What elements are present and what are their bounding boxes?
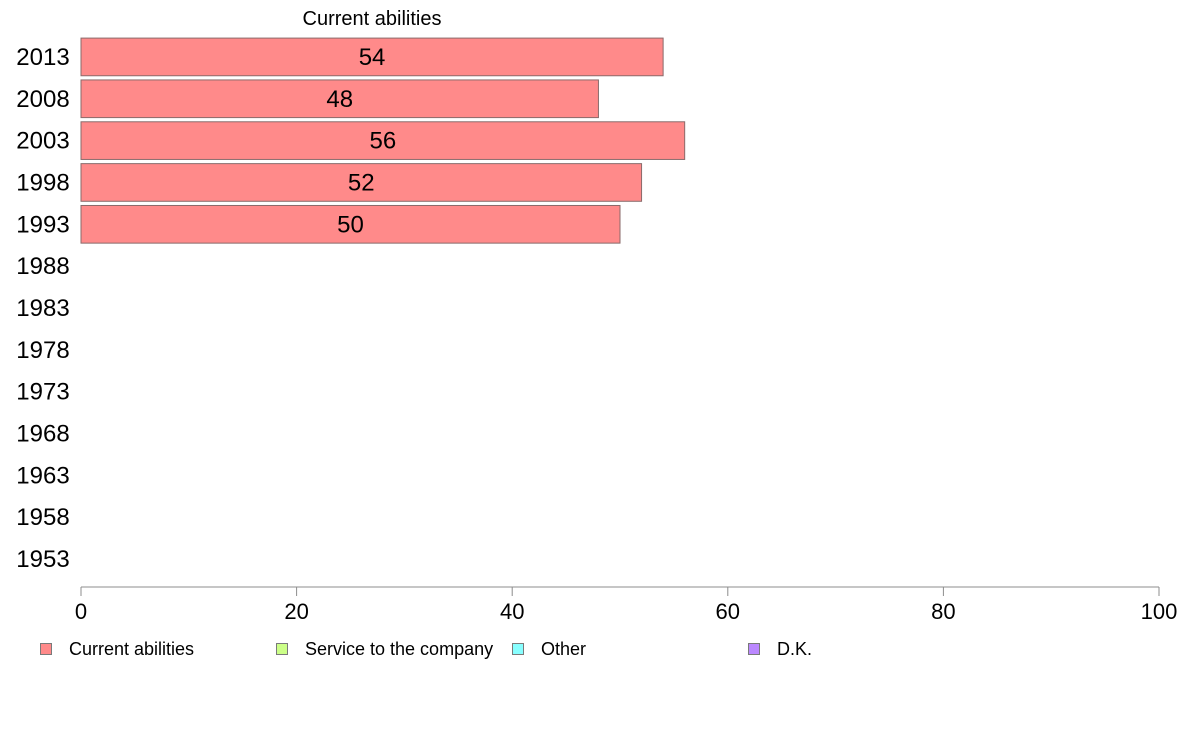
y-tick-label-1983: 1983: [16, 295, 69, 322]
bar-1993: [80, 204, 621, 244]
data-label-2008: 48: [326, 86, 353, 113]
x-axis: 0 20 40 60 80 100: [75, 586, 1178, 624]
data-label-1993: 50: [337, 211, 364, 238]
y-tick-label-1973: 1973: [16, 379, 69, 406]
y-tick-label-1953: 1953: [16, 546, 69, 573]
data-label-2013: 54: [359, 44, 386, 71]
legend-item-dk: D.K.: [748, 638, 812, 660]
legend-label-current-abilities: Current abilities: [69, 639, 195, 659]
legend-swatch-service-to-the-company: [276, 643, 288, 655]
x-tick-label-20: 20: [284, 599, 308, 624]
chart-title: Current abilities: [303, 8, 442, 30]
data-label-1998: 52: [348, 169, 375, 196]
legend-item-current-abilities: Current abilities: [40, 638, 194, 660]
bar-2013: [80, 37, 664, 77]
legend: Current abilities Service to the company…: [0, 638, 1188, 662]
y-tick-label-1958: 1958: [16, 504, 69, 531]
y-tick-label-1968: 1968: [16, 421, 69, 448]
legend-label-service-to-the-company: Service to the company: [305, 639, 494, 659]
x-tick-label-60: 60: [716, 599, 740, 624]
x-tick-label-40: 40: [500, 599, 524, 624]
bar-chart: Current abilities 2013 2008 2003 1998 1993 19…: [16, 8, 1178, 624]
legend-item-service-to-the-company: Service to the company: [276, 638, 493, 660]
legend-swatch-dk: [748, 643, 760, 655]
y-tick-label-1963: 1963: [16, 462, 69, 489]
x-tick-label-80: 80: [931, 599, 955, 624]
y-tick-label-2008: 2008: [16, 86, 69, 113]
y-tick-label-2013: 2013: [16, 44, 69, 71]
bar-1998: [80, 163, 643, 202]
legend-item-other: Other: [512, 638, 586, 660]
y-tick-label-1998: 1998: [16, 169, 69, 196]
legend-swatch-other: [512, 643, 524, 655]
y-axis-labels: 2013 2008 2003 1998 1993 1988 1983 1978 1973 1968…: [16, 44, 69, 573]
bar-2003: [80, 121, 686, 160]
data-label-2003: 56: [369, 128, 396, 155]
y-tick-label-1988: 1988: [16, 253, 69, 280]
x-tick-label-0: 0: [75, 599, 87, 624]
legend-label-dk: D.K.: [777, 639, 813, 659]
y-tick-label-2003: 2003: [16, 128, 69, 155]
bar-2008: [80, 79, 599, 119]
y-tick-label-1993: 1993: [16, 211, 69, 238]
x-tick-label-100: 100: [1141, 599, 1178, 624]
legend-label-other: Other: [541, 639, 587, 659]
y-tick-label-1978: 1978: [16, 337, 69, 364]
legend-swatch-current-abilities: [40, 643, 52, 655]
